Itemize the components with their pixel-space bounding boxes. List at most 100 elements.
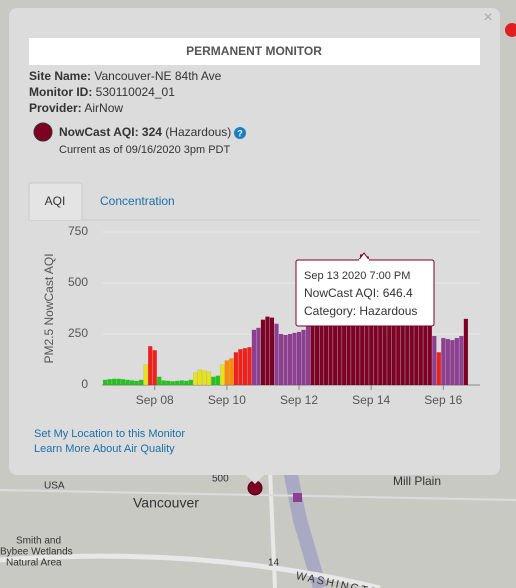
bar	[229, 358, 234, 386]
road	[0, 553, 381, 588]
bar	[463, 318, 469, 386]
bar	[116, 378, 121, 386]
bar	[211, 376, 216, 386]
y-tick-label: 0	[81, 377, 88, 391]
bar	[215, 375, 221, 386]
close-button[interactable]: ×	[483, 9, 492, 26]
bar	[170, 381, 175, 386]
popup-pointer	[245, 474, 265, 484]
bar	[247, 347, 252, 386]
bar	[202, 370, 207, 386]
link[interactable]: Learn More About Air Quality	[34, 443, 175, 455]
map-label: Natural Area	[6, 558, 62, 569]
x-tick-label: Sep 10	[208, 393, 246, 407]
map-label: 14	[268, 558, 280, 569]
category: (Hazardous)	[165, 125, 231, 139]
bar	[188, 379, 194, 386]
bar	[427, 322, 433, 386]
current-as-of: Current as of 09/16/2020 3pm PDT	[59, 144, 230, 156]
y-tick-label: 500	[68, 275, 88, 289]
tab[interactable]: Concentration	[100, 194, 175, 208]
tab[interactable]: AQI	[45, 194, 66, 208]
help-text[interactable]: ?	[237, 128, 243, 138]
bar	[179, 380, 185, 386]
x-tick-label: Sep 12	[280, 393, 318, 407]
map-label: Bybee Wetlands	[0, 547, 73, 558]
bar	[450, 339, 455, 386]
monitor-square[interactable]	[293, 493, 302, 502]
bar	[147, 346, 153, 386]
map-label: Mill Plain	[393, 474, 441, 488]
bar	[224, 360, 230, 386]
info-line: Monitor ID: 530110024_01	[29, 85, 175, 99]
label: Monitor ID:	[29, 85, 92, 99]
map-label: 500	[212, 474, 229, 485]
bar	[265, 316, 270, 386]
bar	[197, 369, 203, 386]
bar	[459, 335, 464, 386]
aqi-dot	[33, 122, 53, 142]
label: Site Name:	[29, 69, 91, 83]
x-tick-label: Sep 08	[136, 393, 174, 407]
bar	[436, 352, 442, 386]
tooltip-line: Sep 13 2020 7:00 PM	[304, 270, 410, 282]
info-line: Provider: AirNow	[29, 101, 123, 115]
value: Vancouver-NE 84th Ave	[94, 69, 221, 83]
bar	[251, 329, 257, 386]
bar	[310, 321, 315, 386]
bar	[432, 335, 437, 386]
bar	[107, 379, 112, 386]
tooltip-line: NowCast AQI: 646.4	[304, 286, 413, 300]
bar	[314, 319, 320, 386]
bar	[319, 317, 324, 386]
bar	[242, 348, 248, 386]
bar	[423, 321, 428, 386]
bar	[441, 337, 446, 386]
bar	[134, 380, 139, 386]
bar	[193, 372, 198, 386]
bar	[138, 379, 144, 386]
bar	[143, 364, 148, 386]
bar	[111, 378, 117, 386]
nowcast-line: NowCast AQI: 324 (Hazardous)	[59, 125, 231, 139]
value: AirNow	[84, 101, 123, 115]
bar	[287, 333, 293, 386]
bar	[152, 350, 157, 386]
tooltip: Sep 13 2020 7:00 PM NowCast AQI: 646.4 Cat…	[295, 252, 435, 327]
link[interactable]: Set My Location to this Monitor	[34, 428, 185, 440]
bar	[238, 349, 243, 386]
tooltip-line: Category: Hazardous	[304, 304, 417, 318]
tooltip-cover	[359, 259, 369, 262]
bar	[292, 332, 297, 386]
bar	[445, 338, 451, 386]
bar	[256, 327, 261, 386]
bar	[166, 380, 171, 386]
monitor-dot[interactable]	[505, 23, 516, 37]
tab-active[interactable]	[28, 182, 83, 220]
bar	[102, 379, 108, 386]
bar	[125, 379, 130, 386]
bar	[175, 380, 180, 386]
bar	[129, 380, 135, 386]
bar	[418, 319, 424, 386]
bar	[454, 337, 460, 386]
y-tick-label: 750	[68, 224, 88, 238]
header-bar	[29, 38, 480, 65]
y-axis-title: PM2.5 NowCast AQI	[42, 253, 56, 363]
chart: PM2.5 NowCast AQI 0 250 500 750 Sep 08 Sep 10 S…	[42, 224, 480, 407]
bar	[157, 376, 162, 386]
bar	[161, 380, 166, 386]
y-tick-label: 250	[68, 326, 88, 340]
bar	[274, 323, 279, 386]
bar	[184, 380, 189, 386]
help-icon[interactable]	[234, 127, 246, 139]
x-tick-label: Sep 16	[424, 393, 462, 407]
header: PERMANENT MONITOR	[186, 44, 322, 58]
bar	[233, 352, 239, 386]
label: NowCast AQI:	[59, 125, 139, 139]
map-label: USA	[44, 481, 65, 492]
bar	[283, 334, 288, 386]
value: 530110024_01	[96, 85, 176, 99]
bar	[120, 379, 126, 386]
value: 324	[142, 125, 162, 139]
